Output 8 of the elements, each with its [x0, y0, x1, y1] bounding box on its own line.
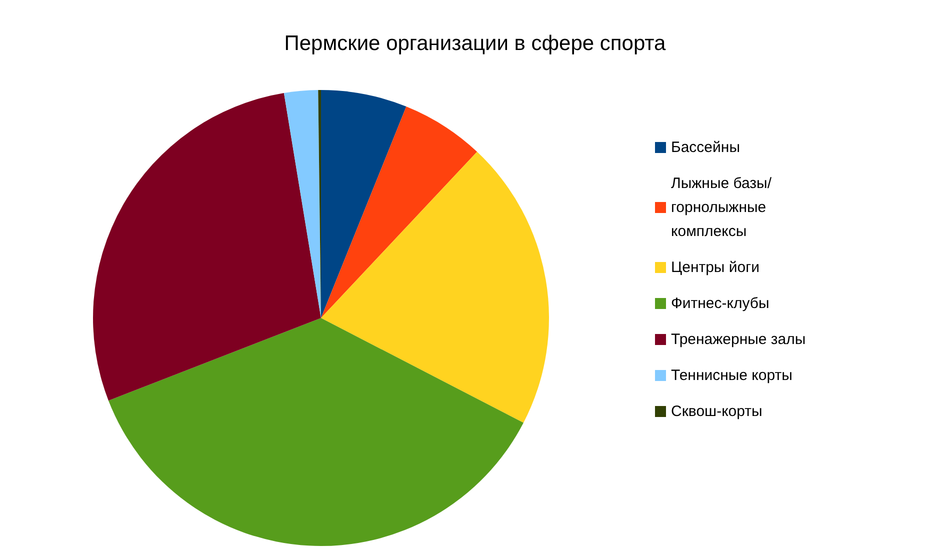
legend-label: Тренажерные залы	[671, 331, 806, 348]
legend-label: Бассейны	[671, 139, 740, 156]
chart-title: Пермские организации в сфере спорта	[284, 32, 666, 55]
legend-label: Лыжные базы/ горнолыжные комплексы	[671, 175, 776, 240]
legend-label: Фитнес-клубы	[671, 295, 770, 312]
legend-label: Центры йоги	[671, 259, 760, 276]
legend-label: Сквош-корты	[671, 403, 762, 420]
legend-label: Теннисные корты	[671, 367, 792, 384]
